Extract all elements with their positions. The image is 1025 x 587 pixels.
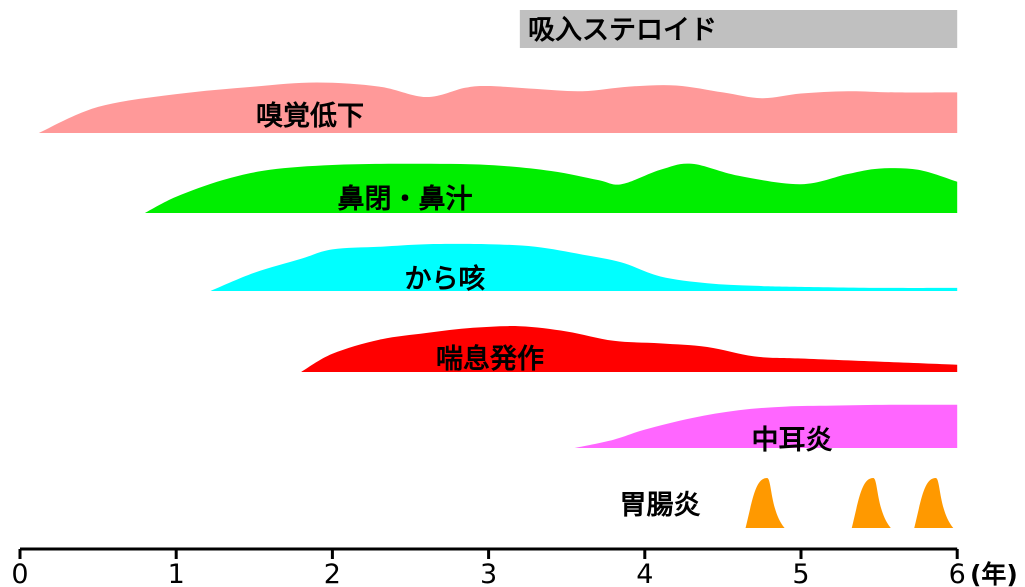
x-tick-label: 2: [324, 559, 341, 587]
x-tick-label: 3: [480, 559, 497, 587]
asthma-attack-area: [301, 326, 958, 372]
x-tick-label: 5: [792, 559, 809, 587]
gastroenteritis-episode: [914, 478, 954, 528]
otitis-media-area: [574, 404, 958, 448]
inhaled-steroid-bar: [519, 10, 958, 48]
gastroenteritis-episode: [851, 478, 891, 528]
dry-cough-area: [210, 243, 958, 291]
gastroenteritis-episode: [745, 478, 785, 528]
gastroenteritis-label: 胃腸炎: [620, 490, 701, 521]
smell-loss-area: [38, 82, 958, 133]
x-tick-label: 4: [636, 559, 653, 587]
x-tick-label: 6: [949, 559, 966, 587]
nasal-congestion-area: [144, 163, 958, 213]
nasal-congestion-label: 鼻閉・鼻汁: [338, 184, 473, 215]
x-tick-label: 0: [11, 559, 28, 587]
x-tick-label: 1: [168, 559, 185, 587]
smell-loss-label: 嗅覚低下: [256, 101, 364, 132]
dry-cough-label: から咳: [405, 263, 486, 295]
asthma-attack-label: 喘息発作: [436, 343, 544, 375]
inhaled-steroid-label: 吸入ステロイド: [528, 15, 717, 46]
x-axis-unit-label: (年): [970, 560, 1018, 587]
otitis-media-label: 中耳炎: [752, 425, 833, 456]
